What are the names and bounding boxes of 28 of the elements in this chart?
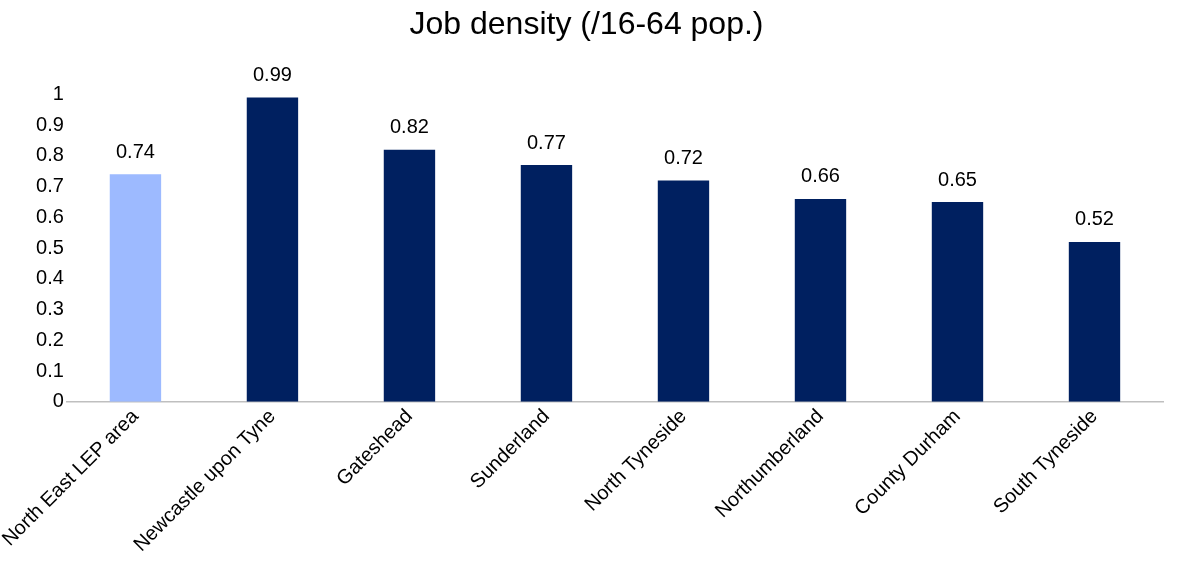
data-label: 0.65: [938, 167, 977, 190]
data-label: 0.66: [801, 164, 840, 187]
y-tick-label: 0.3: [36, 297, 64, 320]
data-label: 0.52: [1075, 207, 1114, 230]
y-tick-label: 0.1: [36, 358, 64, 381]
data-label: 0.77: [527, 130, 566, 153]
bar: [520, 165, 573, 402]
y-tick-label: 0.5: [36, 235, 64, 258]
y-tick-label: 0.9: [36, 112, 64, 135]
y-tick-label: 0.2: [36, 327, 64, 350]
bar: [109, 174, 162, 402]
y-tick-label: 0.6: [36, 204, 64, 227]
y-tick-label: 0.8: [36, 143, 64, 166]
y-tick-label: 0: [52, 389, 64, 412]
bar: [383, 149, 436, 402]
bar: [931, 202, 984, 402]
data-label: 0.82: [389, 115, 429, 138]
bar: [657, 180, 710, 402]
y-tick-label: 1: [52, 81, 64, 104]
bar: [794, 198, 847, 402]
chart-title: Job density (/16-64 pop.): [409, 5, 764, 42]
data-label: 0.72: [664, 145, 703, 168]
data-label: 0.99: [252, 62, 292, 85]
bar: [1068, 241, 1121, 402]
bar: [246, 97, 299, 402]
y-tick-label: 0.4: [36, 266, 64, 289]
y-tick-label: 0.7: [36, 174, 64, 197]
data-label: 0.74: [115, 139, 155, 162]
